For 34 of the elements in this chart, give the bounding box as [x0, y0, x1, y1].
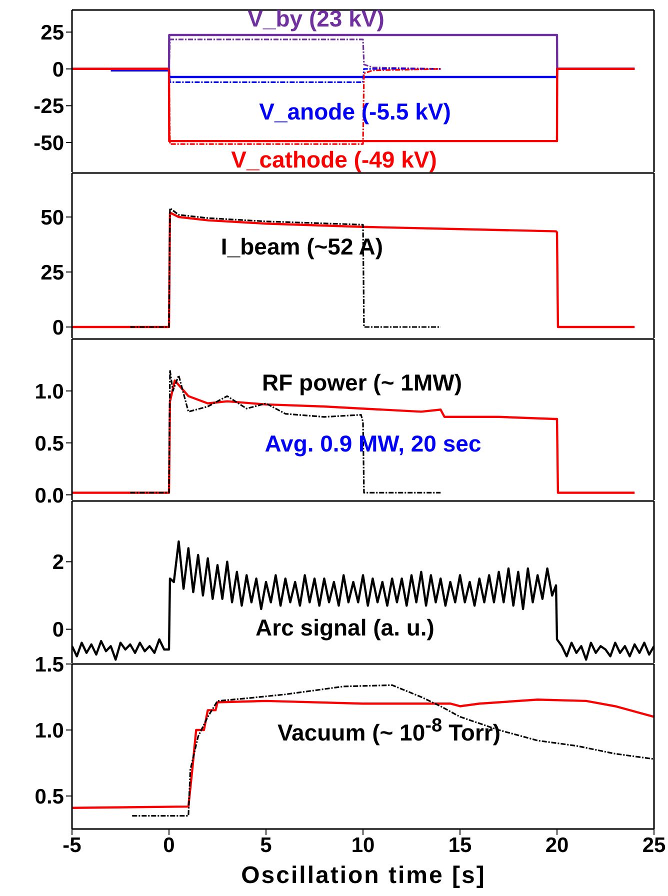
line-series	[129, 207, 442, 328]
y-tick-label: 25	[40, 22, 64, 45]
y-tick-label: 0	[52, 58, 64, 82]
line-series	[72, 698, 654, 809]
y-tick-label: 0.5	[34, 432, 64, 456]
y-tick-label: 1.5	[34, 653, 64, 676]
y-tick-label: -25	[34, 95, 64, 118]
annotation: Avg. 0.9 MW, 20 sec	[264, 430, 482, 458]
y-tick-label: 0	[52, 618, 64, 642]
series-label: V_anode (-5.5 kV)	[259, 98, 451, 126]
annotation: Vacuum (~ 10$^{-8}$ Torr)	[277, 716, 501, 746]
x-tick-label: 5	[260, 834, 272, 857]
y-tick-label: -50	[34, 132, 64, 155]
x-tick-label: -5	[62, 834, 82, 857]
y-tick-label: 0.5	[34, 785, 64, 808]
line-series	[72, 212, 636, 328]
y-tick-label: 50	[40, 206, 64, 230]
y-tick-label: 1.0	[34, 719, 64, 742]
y-tick-label: 25	[40, 261, 64, 284]
annotation: RF power (~ 1MW)	[262, 370, 462, 396]
x-tick-label: 10	[351, 834, 375, 857]
series-label: V_by (23 kV)	[248, 6, 384, 32]
x-tick-label: 20	[545, 834, 569, 857]
annotation: Arc signal (a. u.)	[256, 614, 434, 642]
y-tick-label: 1.0	[34, 380, 64, 404]
x-tick-label: 15	[448, 834, 472, 857]
y-tick-label: 2	[52, 551, 64, 574]
y-tick-label: 0.0	[34, 484, 64, 508]
x-tick-label: 25	[642, 834, 666, 857]
y-tick-label: 0	[52, 316, 64, 340]
annotation: I_beam (~52 A)	[220, 234, 384, 260]
x-tick-label: 0	[163, 834, 175, 857]
x-axis-title: Oscillation time [s]	[241, 862, 486, 890]
series-label: V_cathode (-49 kV)	[231, 146, 437, 174]
